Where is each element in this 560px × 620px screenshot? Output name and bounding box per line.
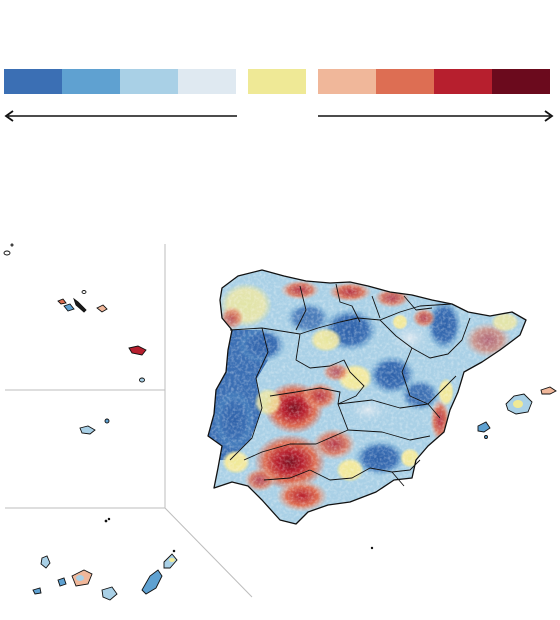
legend-arrow-right: [318, 110, 554, 122]
peninsula-region: [207, 269, 527, 525]
color-legend: [4, 69, 554, 122]
azores-islands: [3, 243, 147, 383]
canary-islands: [32, 517, 178, 601]
legend-swatch-blue-4: [4, 69, 62, 94]
legend-swatch-neutral: [248, 69, 306, 94]
legend-swatch-blue-1: [178, 69, 236, 94]
balearic-islands: [477, 386, 557, 439]
legend-swatches: [4, 69, 550, 94]
alboran-island: [370, 546, 374, 550]
legend-swatch-red-4: [492, 69, 550, 94]
inset-frame-lines: [5, 244, 253, 598]
legend-swatch-red-3: [434, 69, 492, 94]
madeira-islands: [79, 418, 110, 435]
legend-arrow-left: [4, 110, 237, 122]
legend-swatch-red-2: [376, 69, 434, 94]
legend-swatch-blue-3: [62, 69, 120, 94]
legend-swatch-red-1: [318, 69, 376, 94]
legend-swatch-blue-2: [120, 69, 178, 94]
choropleth-map: [3, 243, 557, 601]
